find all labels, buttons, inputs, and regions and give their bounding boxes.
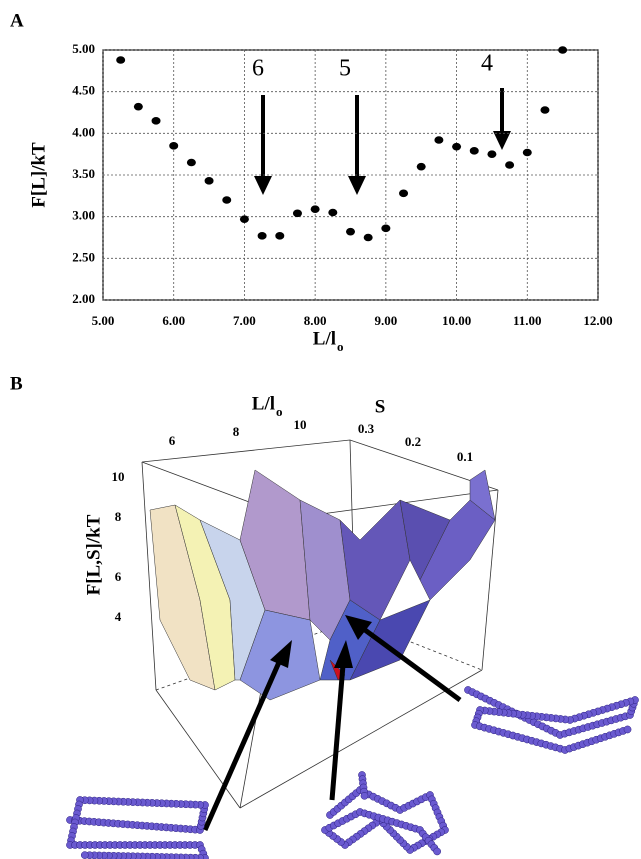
surface (149, 469, 496, 701)
z-tick-label: 6 (115, 569, 122, 584)
point (434, 136, 444, 144)
x-tick-label: 5.00 (92, 313, 115, 328)
y-tick-label: 3.00 (72, 208, 95, 223)
x-axis-label: L/l (252, 393, 275, 414)
point (310, 205, 320, 213)
point (363, 233, 373, 242)
point (257, 232, 267, 240)
y-tick-label: 4.00 (72, 124, 95, 139)
point (399, 189, 409, 198)
point (133, 102, 143, 111)
molecules (66, 686, 639, 859)
arrows (202, 615, 462, 832)
point (558, 46, 568, 54)
x-axis-label-sub: o (276, 404, 283, 419)
point (186, 158, 196, 167)
point (151, 117, 161, 125)
y-tick-label: 2.00 (72, 291, 95, 306)
annotation: 6 (252, 56, 264, 82)
point (328, 208, 338, 217)
x-axis-label: L/l (313, 328, 336, 349)
panel-label: A (10, 10, 24, 31)
point (505, 161, 515, 169)
y-tick-label: 0.3 (358, 421, 375, 436)
point (487, 150, 497, 158)
z-axis-label: F[L,S]/kT (83, 514, 104, 595)
y-axis-label: S (375, 396, 386, 417)
x-tick-label: 8.00 (304, 313, 327, 328)
point (239, 215, 249, 223)
point (169, 142, 179, 150)
y-axis-label: F[L]/kT (28, 142, 49, 208)
y-tick-label: 0.2 (405, 434, 421, 449)
x-tick-label: 8 (233, 424, 240, 439)
x-tick-label: 12.00 (583, 313, 612, 328)
annotation: 4 (481, 51, 493, 77)
x-tick-label: 6.00 (162, 313, 185, 328)
point (116, 56, 126, 64)
point (275, 232, 285, 240)
x-tick-label: 10.00 (442, 313, 471, 328)
y-tick-label: 5.00 (72, 41, 95, 56)
point (222, 196, 232, 204)
x-tick-label: 10 (294, 417, 307, 432)
bead (360, 791, 369, 800)
point (346, 227, 355, 236)
x-tick-label: 11.00 (513, 313, 542, 328)
annotation: 5 (339, 56, 351, 82)
y-tick-label: 0.1 (457, 449, 473, 464)
x-tick-label: 6 (169, 433, 176, 448)
point (204, 177, 214, 185)
point (381, 224, 391, 233)
arrows (254, 88, 511, 195)
panel-label: B (10, 373, 23, 394)
y-tick-label: 2.50 (72, 249, 95, 264)
point (416, 162, 426, 171)
x-tick-label: 9.00 (374, 313, 397, 328)
bead (433, 847, 441, 856)
x-axis-label-sub: o (337, 339, 344, 354)
point (469, 147, 479, 155)
y-tick-label: 3.50 (72, 166, 95, 181)
z-tick-label: 10 (112, 469, 125, 484)
point (540, 106, 550, 114)
z-tick-label: 8 (115, 509, 122, 524)
x-tick-label: 7.00 (233, 313, 256, 328)
point (522, 148, 532, 157)
point (292, 209, 302, 218)
z-tick-label: 4 (115, 609, 122, 624)
bead (80, 851, 89, 859)
point (452, 142, 462, 151)
bead (623, 725, 632, 734)
y-tick-label: 4.50 (72, 83, 95, 98)
